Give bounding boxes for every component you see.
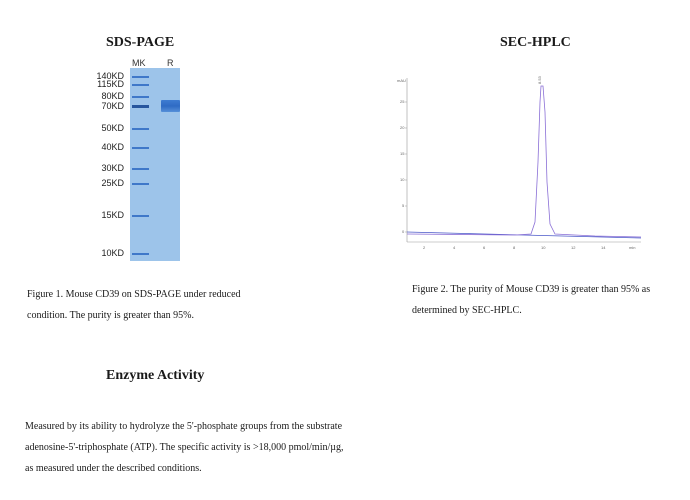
marker-label: 25KD <box>101 178 124 188</box>
svg-text:12: 12 <box>571 245 576 250</box>
svg-text:15: 15 <box>400 151 405 156</box>
sds-page-gel-image: MK R 140KD 115KD 80KD 70KD 50KD 40KD 30K… <box>95 58 195 263</box>
svg-text:14: 14 <box>601 245 606 250</box>
svg-text:6: 6 <box>483 245 486 250</box>
ladder-band <box>132 84 149 86</box>
x-ticks: 2 4 6 8 10 12 14 min <box>423 245 635 250</box>
caption-line: Figure 1. Mouse CD39 on SDS-PAGE under r… <box>27 289 241 300</box>
sec-hplc-title: SEC-HPLC <box>500 35 571 50</box>
svg-text:5: 5 <box>402 203 405 208</box>
marker-label: 50KD <box>101 123 124 133</box>
ladder-band <box>132 215 149 217</box>
enzyme-line: adenosine-5'-triphosphate (ATP). The spe… <box>25 442 344 453</box>
svg-text:10: 10 <box>400 177 405 182</box>
ladder-band <box>132 253 149 255</box>
marker-label: 10KD <box>101 248 124 258</box>
svg-text:25: 25 <box>400 99 405 104</box>
svg-text:min: min <box>629 245 635 250</box>
caption-line: determined by SEC-HPLC. <box>412 305 522 316</box>
ladder-band <box>132 168 149 170</box>
svg-text:20: 20 <box>400 125 405 130</box>
ladder-band <box>132 96 149 98</box>
figure-2-caption: Figure 2. The purity of Mouse CD39 is gr… <box>412 279 650 321</box>
enzyme-line: Measured by its ability to hydrolyze the… <box>25 421 343 432</box>
y-axis-unit: mAU <box>397 78 406 83</box>
marker-label: 30KD <box>101 163 124 173</box>
lane-label-r: R <box>167 58 174 68</box>
y-ticks: 25 20 15 10 5 0 <box>400 99 407 234</box>
peak-label: 8.53 <box>537 75 542 84</box>
ladder-band <box>132 147 149 149</box>
marker-label: 15KD <box>101 210 124 220</box>
marker-label: 70KD <box>101 101 124 111</box>
svg-text:8: 8 <box>513 245 516 250</box>
peak-trace <box>406 85 642 238</box>
chromatogram-svg: mAU 25 20 15 10 5 0 2 4 6 8 10 12 14 min <box>397 75 642 250</box>
sec-hplc-chromatogram: mAU 25 20 15 10 5 0 2 4 6 8 10 12 14 min <box>395 72 647 252</box>
lane-label-mk: MK <box>132 58 146 68</box>
enzyme-activity-text: Measured by its ability to hydrolyze the… <box>25 416 344 479</box>
svg-text:2: 2 <box>423 245 426 250</box>
marker-label: 40KD <box>101 142 124 152</box>
caption-line: condition. The purity is greater than 95… <box>27 310 194 321</box>
ladder-band <box>132 76 149 78</box>
enzyme-activity-title: Enzyme Activity <box>106 368 205 383</box>
marker-label: 80KD <box>101 91 124 101</box>
sample-band <box>161 100 180 112</box>
marker-label: 115KD <box>97 79 124 89</box>
ladder-band <box>132 183 149 185</box>
sds-page-title: SDS-PAGE <box>106 35 175 50</box>
ladder-band <box>132 128 149 130</box>
caption-line: Figure 2. The purity of Mouse CD39 is gr… <box>412 284 651 295</box>
svg-text:4: 4 <box>453 245 456 250</box>
marker-label: 140KD <box>96 71 124 81</box>
svg-text:0: 0 <box>402 229 405 234</box>
enzyme-line: as measured under the described conditio… <box>25 463 202 474</box>
figure-1-caption: Figure 1. Mouse CD39 on SDS-PAGE under r… <box>27 284 241 326</box>
baseline-trace <box>406 231 642 239</box>
svg-text:10: 10 <box>541 245 546 250</box>
ladder-band <box>132 105 149 108</box>
